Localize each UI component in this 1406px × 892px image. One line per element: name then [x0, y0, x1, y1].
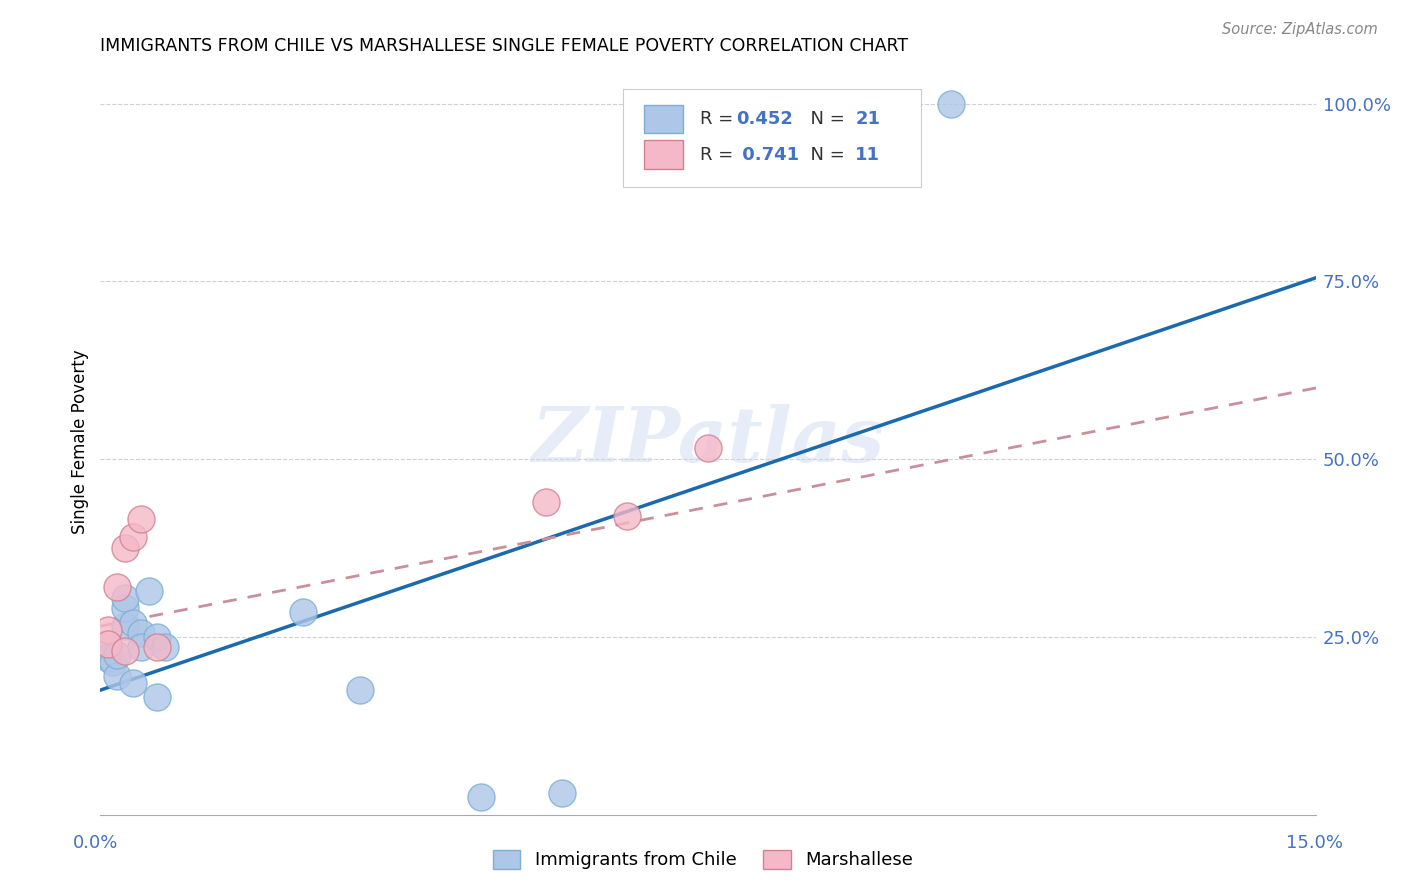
Text: N =: N = — [800, 145, 851, 163]
Text: N =: N = — [800, 110, 851, 128]
Text: R =: R = — [700, 110, 738, 128]
Point — [129, 512, 152, 526]
Point — [138, 583, 160, 598]
Point — [349, 683, 371, 698]
Point — [146, 690, 169, 705]
Y-axis label: Single Female Poverty: Single Female Poverty — [72, 349, 89, 533]
Text: 0.0%: 0.0% — [73, 834, 118, 852]
Text: Source: ZipAtlas.com: Source: ZipAtlas.com — [1222, 22, 1378, 37]
Point — [697, 442, 720, 456]
Point — [534, 494, 557, 508]
Text: 21: 21 — [855, 110, 880, 128]
Point — [105, 648, 128, 662]
Point — [105, 669, 128, 683]
Point — [114, 644, 136, 658]
Point — [153, 640, 176, 655]
Text: ZIPatlas: ZIPatlas — [531, 404, 884, 478]
Point — [941, 96, 963, 111]
Point — [121, 676, 143, 690]
Point — [129, 626, 152, 640]
Text: 15.0%: 15.0% — [1286, 834, 1343, 852]
Point — [291, 605, 314, 619]
FancyBboxPatch shape — [623, 89, 921, 187]
Point — [551, 786, 574, 800]
FancyBboxPatch shape — [644, 104, 683, 133]
Point — [121, 615, 143, 630]
Point — [114, 619, 136, 633]
Point — [470, 789, 492, 804]
Point — [97, 637, 120, 651]
Point — [97, 640, 120, 655]
Point — [146, 640, 169, 655]
FancyBboxPatch shape — [644, 140, 683, 169]
Point — [114, 601, 136, 615]
Text: 0.452: 0.452 — [737, 110, 793, 128]
Text: 11: 11 — [855, 145, 880, 163]
Point — [616, 508, 638, 523]
Legend: Immigrants from Chile, Marshallese: Immigrants from Chile, Marshallese — [484, 841, 922, 879]
Text: 0.741: 0.741 — [737, 145, 799, 163]
Point — [114, 541, 136, 555]
Text: IMMIGRANTS FROM CHILE VS MARSHALLESE SINGLE FEMALE POVERTY CORRELATION CHART: IMMIGRANTS FROM CHILE VS MARSHALLESE SIN… — [100, 37, 908, 55]
Point — [121, 530, 143, 544]
Point — [114, 591, 136, 605]
Point — [101, 655, 124, 669]
Point — [129, 640, 152, 655]
Point — [97, 623, 120, 637]
Point — [146, 630, 169, 644]
Point — [105, 580, 128, 594]
Text: R =: R = — [700, 145, 738, 163]
Point — [97, 651, 120, 665]
